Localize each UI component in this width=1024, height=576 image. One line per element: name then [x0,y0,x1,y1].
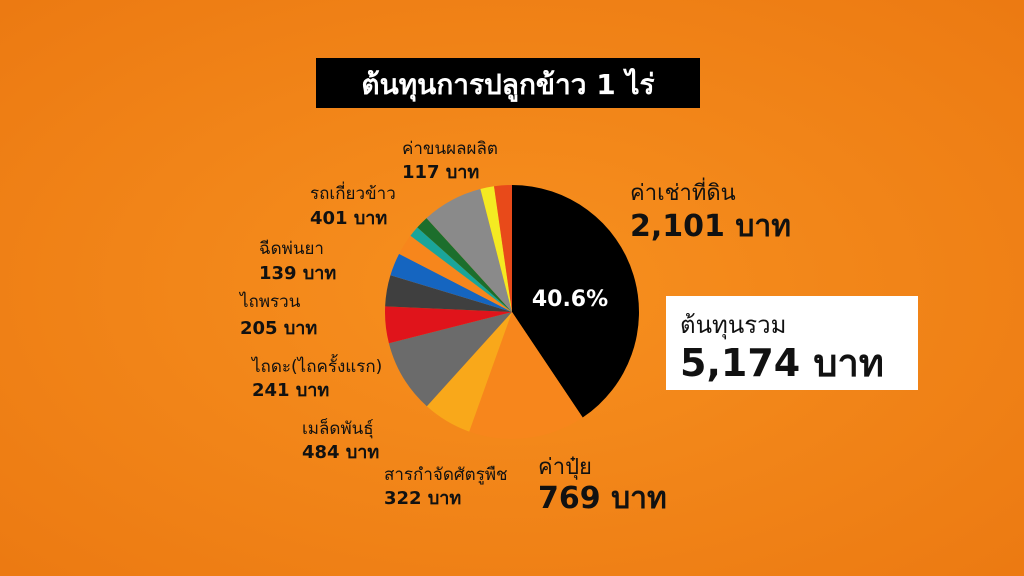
total-label: ต้นทุนรวม [680,311,786,340]
slice-value: 401 บาท [310,208,387,229]
slice-value: 322 บาท [384,488,461,509]
title-box [316,58,700,108]
pie-slice [410,227,512,312]
pie-slice [480,186,512,312]
pie-slice [512,185,639,418]
slice-name: ไถพรวน [238,291,301,312]
pie-slice [385,306,512,344]
slice-name: เมล็ดพันธุ์ [302,417,374,439]
slice-name: ค่าขนผลผลิต [402,139,498,159]
slice-value: 2,101 บาท [630,209,791,244]
slice-value: 769 บาท [538,481,667,516]
percent-label: 40.6% [532,287,608,312]
pie-slice [390,253,512,312]
slice-name: ฉีดพ่นยา [259,239,324,259]
pie-slice [494,185,512,312]
pie-slice [399,235,512,312]
slice-value: 205 บาท [240,318,317,339]
total-value: 5,174 บาท [680,341,884,385]
slice-value: 484 บาท [302,442,379,463]
slice-value: 241 บาท [252,380,329,401]
slice-name: ไถดะ(ไถครั้งแรก) [250,354,382,377]
pie-slice [417,218,512,312]
pie-slice [426,188,512,312]
slice-name: สารกำจัดศัตรูพืช [384,465,508,485]
slice-name: ค่าปุ๋ย [538,455,592,480]
total-box [666,296,918,390]
slice-name: ค่าเช่าที่ดิน [630,177,736,206]
slice-value: 117 บาท [402,162,479,183]
chart-title: ต้นทุนการปลูกข้าว 1 ไร่ [361,68,654,102]
pie-slice [469,312,583,439]
slice-value: 139 บาท [259,263,336,284]
pie-slice [388,312,512,407]
pie-slice [385,275,512,312]
pie-slice [426,312,512,432]
slice-name: รถเกี่ยวข้าว [310,181,396,204]
